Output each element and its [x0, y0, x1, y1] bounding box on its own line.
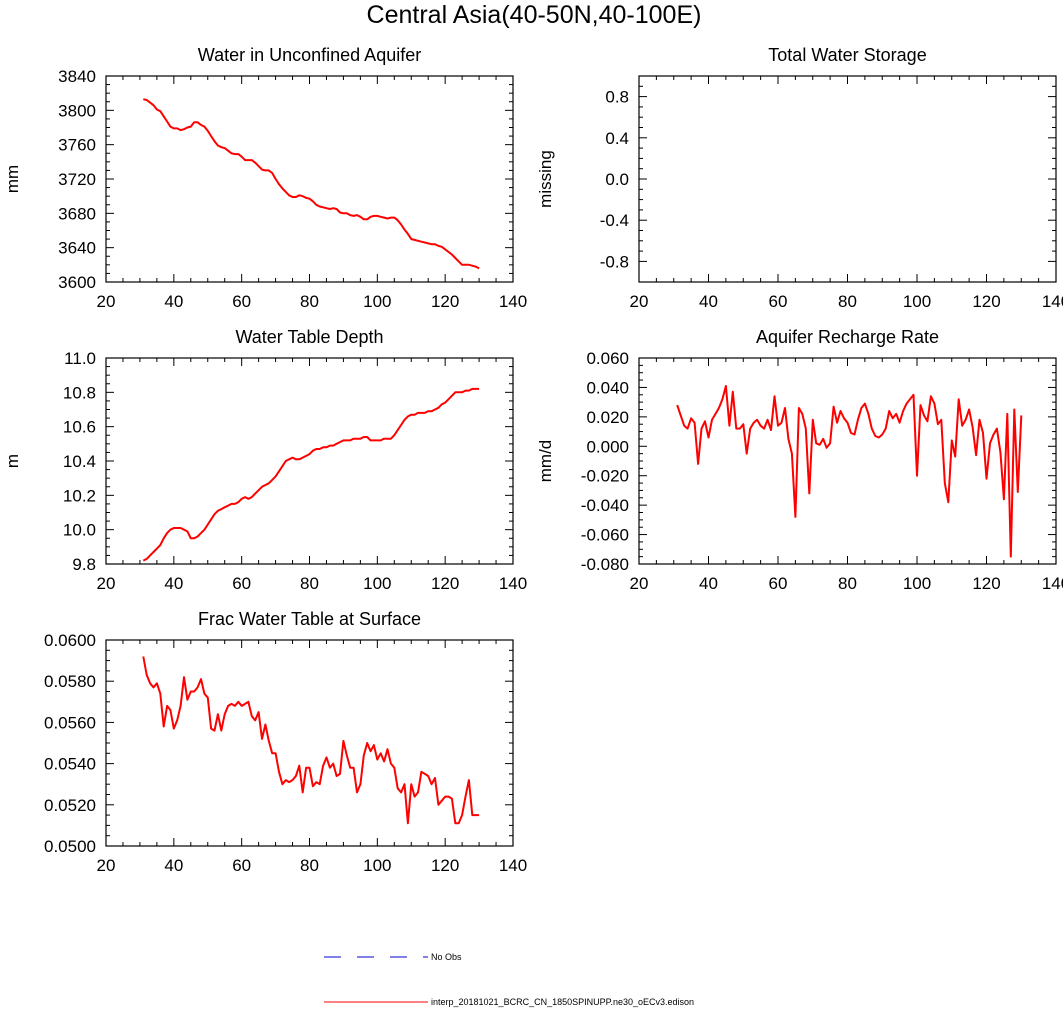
x-tick-label: 40 [699, 574, 718, 593]
x-tick-label: 80 [300, 292, 319, 311]
y-tick-label: 10.4 [63, 452, 96, 471]
y-tick-label: 3680 [58, 204, 96, 223]
series-line [143, 98, 480, 270]
x-tick-label: 100 [903, 574, 931, 593]
x-tick-label: 100 [363, 856, 391, 875]
x-tick-label: 60 [232, 856, 251, 875]
chart-title: Aquifer Recharge Rate [756, 327, 939, 347]
y-tick-label: 0.0560 [44, 713, 96, 732]
y-tick-label: 10.0 [63, 521, 96, 540]
y-tick-label: -0.8 [600, 252, 629, 271]
chart-title: Frac Water Table at Surface [198, 609, 421, 629]
y-tick-label: 0.0540 [44, 755, 96, 774]
series-line [142, 656, 480, 825]
x-tick-label: 120 [972, 574, 1000, 593]
chart-panel-5: Frac Water Table at Surface 20 40 60 80 100 12… [44, 609, 527, 875]
y-tick-label: -0.060 [581, 526, 629, 545]
x-tick-label: 120 [431, 856, 459, 875]
x-tick-label: 120 [431, 292, 459, 311]
chart-title: Water Table Depth [235, 327, 383, 347]
y-tick-label: 3760 [58, 136, 96, 155]
plot-frame [638, 75, 1057, 283]
y-tick-label: 3600 [58, 273, 96, 292]
x-tick-label: 20 [630, 574, 649, 593]
x-tick-label: 140 [1042, 292, 1063, 311]
y-tick-label: 0.020 [586, 408, 629, 427]
x-tick-label: 60 [232, 574, 251, 593]
x-tick-label: 140 [499, 856, 527, 875]
x-tick-label: 140 [1042, 574, 1063, 593]
x-tick-label: 40 [699, 292, 718, 311]
x-tick-label: 20 [97, 856, 116, 875]
legend: No Obs interp_20181021_BCRC_CN_1850SPINU… [324, 952, 694, 1007]
y-tick-label: 11.0 [64, 349, 96, 368]
y-tick-label: 0.4 [605, 129, 629, 148]
chart-panel-3: Water Table Depth m 20 40 60 80 100 120 140 9.8 10… [3, 327, 527, 593]
y-tick-label: 0.0580 [44, 672, 96, 691]
x-tick-label: 120 [972, 292, 1000, 311]
x-tick-label: 140 [499, 574, 527, 593]
y-axis-label: mm [3, 165, 22, 193]
x-tick-label: 20 [630, 292, 649, 311]
y-tick-label: 0.0500 [44, 837, 96, 856]
x-tick-label: 20 [97, 292, 116, 311]
plot-frame [105, 639, 514, 847]
x-tick-label: 80 [300, 856, 319, 875]
y-tick-label: -0.080 [581, 555, 629, 574]
y-tick-label: 0.8 [605, 88, 629, 107]
x-tick-label: 100 [363, 574, 391, 593]
y-tick-label: 0.0600 [44, 631, 96, 650]
y-tick-label: 3800 [58, 101, 96, 120]
chart-panel-1: Water in Unconfined Aquifer mm 20 40 60 80 100… [3, 45, 527, 311]
x-tick-label: 100 [363, 292, 391, 311]
figure-title: Central Asia(40-50N,40-100E) [367, 1, 702, 29]
x-tick-label: 80 [300, 574, 319, 593]
y-tick-label: 3840 [58, 67, 96, 86]
x-tick-label: 120 [431, 574, 459, 593]
x-tick-label: 20 [97, 574, 116, 593]
x-tick-label: 60 [769, 292, 788, 311]
legend-label-no-obs: No Obs [431, 952, 462, 962]
x-tick-label: 80 [838, 292, 857, 311]
chart-panel-2: Total Water Storage missing 20 40 60 80 100 120… [536, 45, 1063, 311]
y-axis-label: m [3, 454, 22, 468]
y-tick-label: -0.4 [600, 211, 629, 230]
chart-title: Total Water Storage [768, 45, 926, 65]
x-tick-label: 40 [164, 574, 183, 593]
chart-title: Water in Unconfined Aquifer [198, 45, 421, 65]
plot-frame [638, 357, 1057, 565]
y-tick-label: 0.0520 [44, 796, 96, 815]
x-tick-label: 60 [769, 574, 788, 593]
series-line [676, 385, 1023, 558]
y-tick-label: 0.040 [586, 378, 629, 397]
y-tick-label: 0.060 [586, 349, 629, 368]
y-tick-label: 10.8 [63, 383, 96, 402]
y-axis-label: mm/d [536, 440, 555, 483]
chart-panels: Water in Unconfined Aquifer mm 20 40 60 80 100… [3, 45, 1063, 875]
chart-panel-4: Aquifer Recharge Rate mm/d 20 40 60 80 100 120 1… [536, 327, 1063, 593]
x-tick-label: 40 [164, 292, 183, 311]
y-tick-label: 3720 [58, 170, 96, 189]
y-axis-label: missing [536, 150, 555, 208]
x-tick-label: 140 [499, 292, 527, 311]
y-tick-label: 0.0 [605, 170, 629, 189]
y-tick-label: 3640 [58, 239, 96, 258]
x-tick-label: 40 [164, 856, 183, 875]
y-tick-label: -0.040 [581, 496, 629, 515]
y-tick-label: 10.2 [63, 486, 96, 505]
y-tick-label: -0.020 [581, 467, 629, 486]
y-tick-label: 9.8 [72, 555, 96, 574]
plot-frame [105, 75, 514, 283]
x-tick-label: 100 [903, 292, 931, 311]
x-tick-label: 60 [232, 292, 251, 311]
y-tick-label: 0.000 [586, 437, 629, 456]
y-tick-label: 10.6 [63, 418, 96, 437]
legend-label-model: interp_20181021_BCRC_CN_1850SPINUPP.ne30… [431, 997, 694, 1007]
series-line [142, 387, 480, 562]
x-tick-label: 80 [838, 574, 857, 593]
